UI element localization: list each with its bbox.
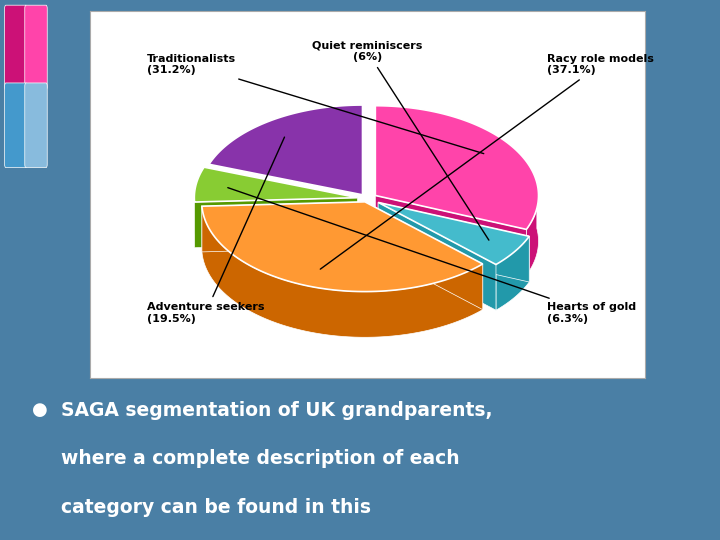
Polygon shape — [375, 195, 526, 275]
Polygon shape — [209, 105, 362, 195]
Polygon shape — [365, 202, 482, 309]
Text: Hearts of gold
(6.3%): Hearts of gold (6.3%) — [228, 188, 636, 323]
FancyBboxPatch shape — [24, 5, 48, 90]
Polygon shape — [202, 202, 482, 292]
Text: Quiet reminiscers
(6%): Quiet reminiscers (6%) — [312, 41, 489, 240]
Text: SAGA segmentation of UK grandparents,: SAGA segmentation of UK grandparents, — [61, 401, 492, 420]
Polygon shape — [202, 206, 482, 338]
FancyBboxPatch shape — [4, 5, 27, 90]
Text: Traditionalists
(31.2%): Traditionalists (31.2%) — [147, 54, 484, 153]
Polygon shape — [194, 167, 358, 202]
Polygon shape — [496, 237, 529, 310]
Polygon shape — [526, 183, 539, 275]
Text: category can be found in this: category can be found in this — [61, 498, 372, 517]
Text: Adventure seekers
(19.5%): Adventure seekers (19.5%) — [147, 137, 284, 323]
Text: where a complete description of each: where a complete description of each — [61, 449, 460, 469]
Polygon shape — [378, 202, 529, 282]
Polygon shape — [202, 202, 365, 252]
Polygon shape — [378, 202, 529, 265]
Polygon shape — [375, 106, 539, 230]
FancyBboxPatch shape — [24, 83, 48, 167]
Polygon shape — [194, 198, 358, 248]
FancyBboxPatch shape — [4, 83, 27, 167]
Text: Racy role models
(37.1%): Racy role models (37.1%) — [320, 54, 654, 269]
Polygon shape — [194, 185, 196, 248]
Polygon shape — [378, 202, 496, 310]
Text: ●: ● — [32, 401, 48, 420]
